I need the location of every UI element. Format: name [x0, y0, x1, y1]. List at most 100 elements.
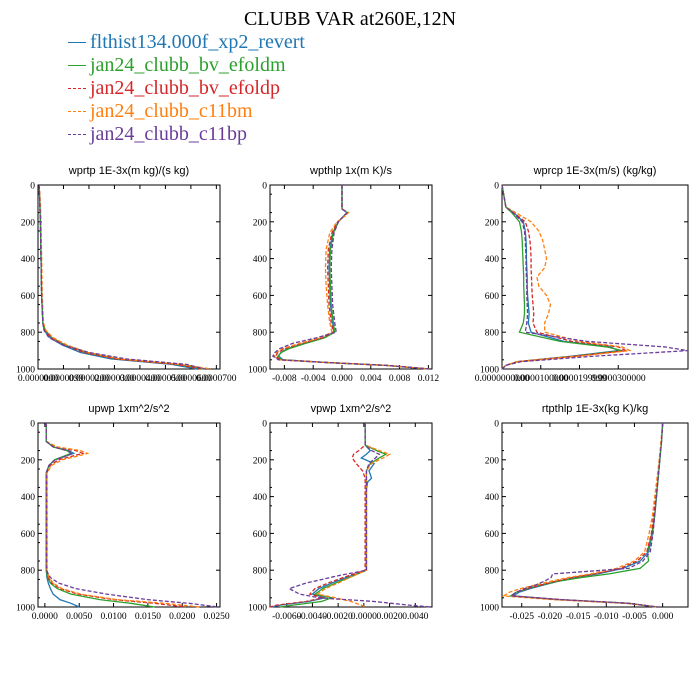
y-tick-label: 600 [253, 292, 268, 302]
panel-title: upwp 1xm^2/s^2 [88, 403, 169, 415]
y-tick-label: 600 [21, 530, 36, 540]
x-tick-label: 0.0050 [66, 612, 92, 622]
x-tick-label: 0.008 [389, 374, 411, 384]
series-line [272, 185, 430, 370]
series-line [38, 184, 204, 370]
y-tick-label: 200 [485, 456, 500, 466]
y-tick-label: 200 [253, 456, 268, 466]
plot-frame [37, 184, 221, 370]
panel-title: wpthlp 1x(m K)/s [309, 165, 392, 177]
x-tick-label: 0.0150 [135, 612, 161, 622]
panel: rtpthlp 1E-3x(kg K)/kg02004006008001000-… [480, 403, 689, 622]
y-tick-label: 1000 [16, 366, 35, 376]
y-tick-label: 0 [494, 182, 499, 192]
x-tick-label: 0.0000300 [94, 374, 135, 384]
y-tick-label: 0 [30, 182, 35, 192]
x-tick-label: -0.015 [566, 612, 591, 622]
x-tick-label: -0.0040 [298, 612, 328, 622]
y-tick-label: 600 [253, 530, 268, 540]
x-tick-label: 0.0100 [100, 612, 126, 622]
y-tick-label: 0 [30, 420, 35, 430]
x-tick-label: 0.0000700 [196, 374, 237, 384]
y-tick-label: 1000 [480, 604, 499, 614]
panel-title: wprcp 1E-3x(m/s) (kg/kg) [533, 165, 657, 177]
legend: flthist134.000f_xp2_revert jan24_clubb_b… [68, 30, 305, 145]
y-tick-label: 400 [21, 255, 36, 265]
y-tick-label: 200 [485, 218, 500, 228]
x-tick-label: 0.0040 [402, 612, 428, 622]
legend-item: jan24_clubb_bv_efoldp [68, 76, 305, 99]
series-line [277, 185, 430, 370]
legend-label: jan24_clubb_c11bp [90, 122, 248, 145]
x-tick-label: 0.0000 [32, 612, 58, 622]
y-tick-label: 1000 [248, 604, 267, 614]
y-tick-label: 600 [485, 530, 500, 540]
x-tick-label: 0.0000100000 [513, 374, 568, 384]
y-tick-label: 1000 [248, 366, 267, 376]
x-tick-label: 0.0000000 [18, 374, 59, 384]
x-tick-label: 0.0000 [351, 612, 377, 622]
y-tick-label: 800 [485, 567, 500, 577]
series-line [45, 423, 186, 608]
panel: wpthlp 1x(m K)/s 0 200 400 600 800 1000 -0.008-… [248, 165, 439, 384]
y-tick-label: 0 [262, 182, 267, 192]
x-tick-label: 0.0000200 [69, 374, 110, 384]
legend-swatch [68, 42, 86, 43]
series-line [45, 423, 219, 608]
series-line [277, 185, 430, 370]
x-tick-label: 0.0020 [377, 612, 403, 622]
x-tick-label: 0.0000600 [171, 374, 212, 384]
y-tick-label: 400 [253, 255, 268, 265]
x-tick-label: -0.010 [594, 612, 619, 622]
y-tick-label: 0 [262, 420, 267, 430]
series-line [509, 422, 664, 608]
series-line [315, 423, 392, 608]
x-tick-label: 0.0000000000 [475, 374, 530, 384]
panel: vpwp 1xm^2/s^202004006008001000-0.0060-0… [248, 403, 433, 622]
x-tick-label: 0.012 [418, 374, 440, 384]
panel: wprcp 1E-3x(m/s) (kg/kg) 0 200 400 600 800 100… [475, 165, 689, 384]
y-tick-label: 800 [21, 329, 36, 339]
y-tick-label: 400 [253, 493, 268, 503]
legend-swatch [68, 65, 86, 66]
y-tick-label: 1000 [480, 366, 499, 376]
series-line [45, 423, 155, 608]
series-line [38, 184, 211, 370]
x-tick-label: 0.004 [360, 374, 382, 384]
plot-frame [269, 184, 433, 370]
legend-item: flthist134.000f_xp2_revert [68, 30, 305, 53]
series-line [273, 185, 430, 370]
y-tick-label: 600 [485, 292, 500, 302]
legend-item: jan24_clubb_bv_efoldm [68, 53, 305, 76]
x-tick-label: 0.0000500 [145, 374, 186, 384]
plot-frame [501, 184, 689, 370]
series-line [501, 184, 633, 370]
y-tick-label: 800 [253, 329, 268, 339]
panel: upwp 1xm^2/s^2 0 200 400 600 800 10000.0000 0.0… [16, 403, 230, 622]
x-tick-label: -0.004 [301, 374, 326, 384]
series-line [38, 184, 205, 370]
x-tick-label: -0.005 [622, 612, 647, 622]
series-line [38, 184, 198, 370]
legend-item: jan24_clubb_c11bp [68, 122, 305, 145]
panel-title: vpwp 1xm^2/s^2 [311, 403, 392, 415]
legend-label: jan24_clubb_bv_efoldm [90, 53, 286, 76]
x-tick-label: 0.0000400 [120, 374, 161, 384]
series-line [501, 184, 623, 370]
x-tick-label: -0.0060 [272, 612, 302, 622]
y-tick-label: 800 [485, 329, 500, 339]
x-tick-label: -0.025 [509, 612, 534, 622]
legend-label: jan24_clubb_bv_efoldp [90, 76, 280, 99]
plot-frame [269, 422, 433, 608]
x-tick-label: 0.0000199999 [552, 374, 607, 384]
x-tick-label: 0.000 [331, 374, 353, 384]
series-line [508, 422, 664, 608]
series-line [501, 422, 664, 608]
plot-frame [37, 422, 221, 608]
y-tick-label: 200 [253, 218, 268, 228]
y-tick-label: 800 [21, 567, 36, 577]
series-line [45, 423, 200, 608]
y-tick-label: 200 [21, 218, 36, 228]
series-line [269, 423, 366, 608]
